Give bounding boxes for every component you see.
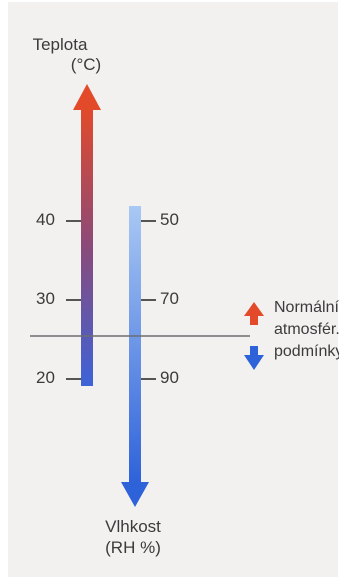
- temperature-unit: (°C): [70, 55, 102, 74]
- humidity-tick: [141, 299, 156, 301]
- normal-conditions-label-line2: atmosfér.: [274, 321, 339, 338]
- humidity-tick: [141, 378, 156, 380]
- diagram-panel: [8, 2, 338, 577]
- normal-conditions-label-line1: Normální: [274, 299, 339, 316]
- humidity-tick-label: 50: [160, 210, 179, 229]
- temperature-tick-label: 40: [36, 210, 55, 229]
- temperature-bar: [73, 84, 101, 386]
- humidity-bar: [121, 206, 149, 507]
- temperature-title: Teplota: [32, 35, 88, 54]
- temperature-tick-label: 30: [36, 289, 55, 308]
- humidity-tick-label: 70: [160, 289, 179, 308]
- humidity-tick-label: 90: [160, 368, 179, 387]
- down-arrow-icon: [244, 346, 264, 370]
- temperature-tick: [66, 220, 81, 222]
- humidity-tick: [141, 220, 156, 222]
- up-arrow-icon: [244, 302, 264, 325]
- humidity-unit: (RH %): [105, 538, 161, 557]
- temperature-tick-label: 20: [36, 368, 55, 387]
- temperature-tick: [66, 299, 81, 301]
- humidity-title: Vlhkost: [105, 517, 161, 536]
- temperature-tick: [66, 378, 81, 380]
- normal-conditions-label-line3: podmínky: [274, 343, 339, 360]
